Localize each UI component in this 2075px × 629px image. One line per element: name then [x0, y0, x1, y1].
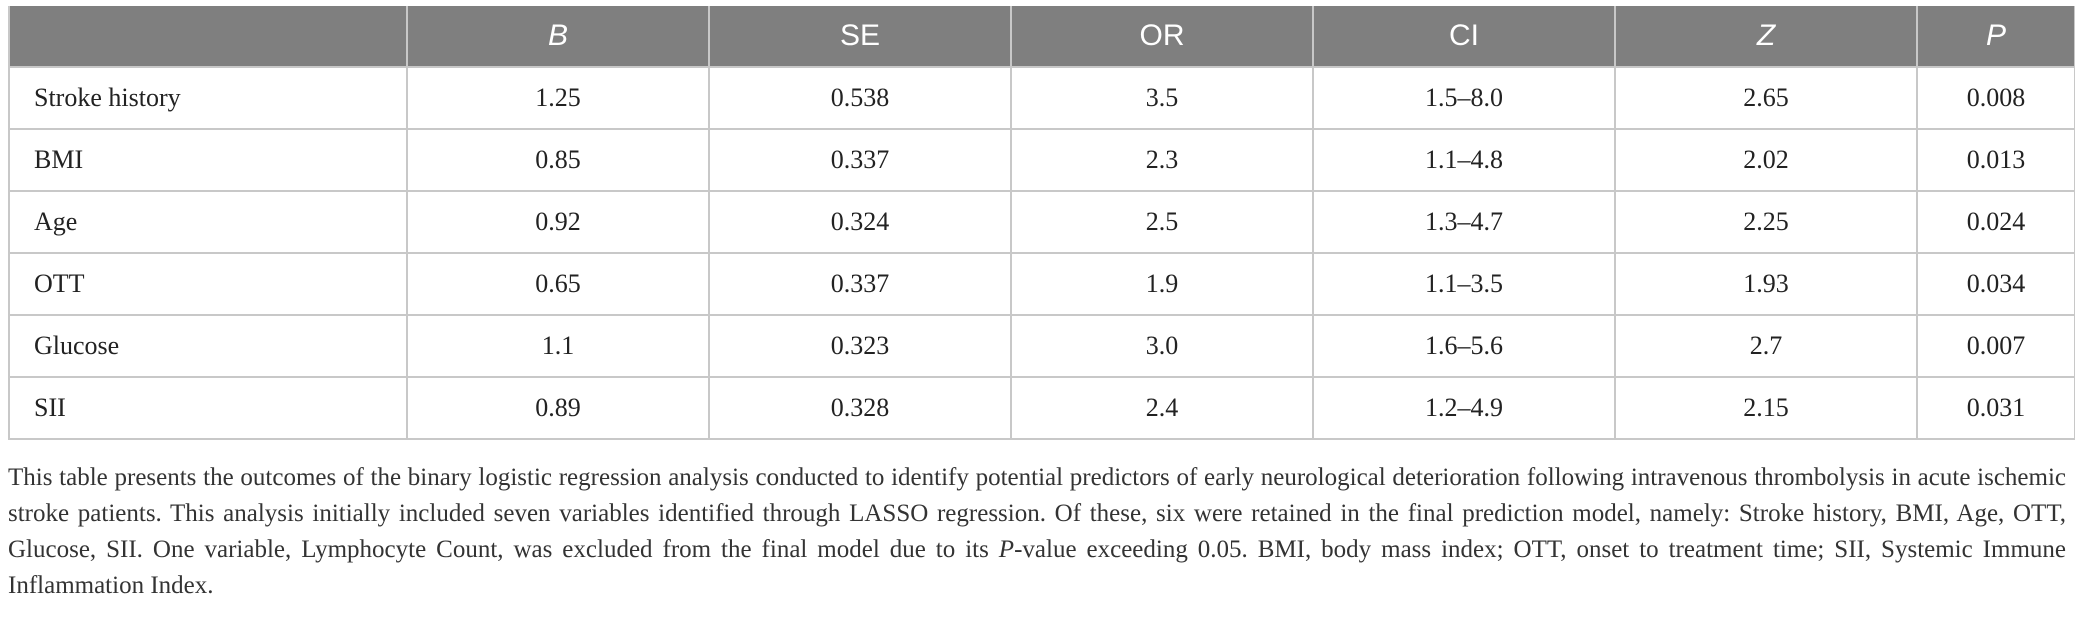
cell-or: 2.5	[1010, 190, 1314, 254]
regression-table: B SE OR CI Z P Stroke history 1.25 0.538…	[8, 6, 2075, 440]
header-or: OR	[1010, 6, 1314, 67]
cell-b: 0.92	[406, 190, 710, 254]
cell-z: 1.93	[1614, 252, 1918, 316]
cell-p: 0.007	[1916, 314, 2075, 378]
cell-se: 0.337	[708, 128, 1012, 192]
cell-se: 0.328	[708, 376, 1012, 440]
cell-variable: Age	[8, 190, 408, 254]
cell-z: 2.02	[1614, 128, 1918, 192]
table-row: Glucose 1.1 0.323 3.0 1.6–5.6 2.7 0.007	[8, 314, 2075, 378]
header-variable	[8, 6, 408, 67]
cell-p: 0.013	[1916, 128, 2075, 192]
cell-z: 2.25	[1614, 190, 1918, 254]
cell-b: 0.65	[406, 252, 710, 316]
cell-b: 0.85	[406, 128, 710, 192]
cell-variable: SII	[8, 376, 408, 440]
cell-variable: Stroke history	[8, 66, 408, 130]
cell-variable: BMI	[8, 128, 408, 192]
table-row: BMI 0.85 0.337 2.3 1.1–4.8 2.02 0.013	[8, 128, 2075, 192]
table-row: OTT 0.65 0.337 1.9 1.1–3.5 1.93 0.034	[8, 252, 2075, 316]
table-row: Age 0.92 0.324 2.5 1.3–4.7 2.25 0.024	[8, 190, 2075, 254]
cell-or: 2.4	[1010, 376, 1314, 440]
cell-variable: OTT	[8, 252, 408, 316]
cell-b: 1.25	[406, 66, 710, 130]
table-row: SII 0.89 0.328 2.4 1.2–4.9 2.15 0.031	[8, 376, 2075, 440]
page: B SE OR CI Z P Stroke history 1.25 0.538…	[8, 6, 2075, 629]
cell-b: 0.89	[406, 376, 710, 440]
cell-p: 0.034	[1916, 252, 2075, 316]
header-z: Z	[1614, 6, 1918, 67]
cell-ci: 1.5–8.0	[1312, 66, 1616, 130]
cell-se: 0.324	[708, 190, 1012, 254]
header-row: B SE OR CI Z P	[8, 6, 2075, 67]
cell-se: 0.538	[708, 66, 1012, 130]
cell-p: 0.008	[1916, 66, 2075, 130]
cell-or: 1.9	[1010, 252, 1314, 316]
cell-ci: 1.1–3.5	[1312, 252, 1616, 316]
cell-z: 2.7	[1614, 314, 1918, 378]
cell-b: 1.1	[406, 314, 710, 378]
footnote-text-end: -value exceeding 0.05. BMI, body mass in…	[8, 536, 2066, 599]
table-row: Stroke history 1.25 0.538 3.5 1.5–8.0 2.…	[8, 66, 2075, 130]
table-footnote: This table presents the outcomes of the …	[8, 460, 2066, 604]
header-se: SE	[708, 6, 1012, 67]
cell-ci: 1.6–5.6	[1312, 314, 1616, 378]
footnote-p-italic: P	[998, 536, 1015, 563]
cell-z: 2.65	[1614, 66, 1918, 130]
cell-se: 0.337	[708, 252, 1012, 316]
cell-ci: 1.2–4.9	[1312, 376, 1616, 440]
cell-or: 3.5	[1010, 66, 1314, 130]
header-ci: CI	[1312, 6, 1616, 67]
header-p: P	[1916, 6, 2075, 67]
cell-ci: 1.1–4.8	[1312, 128, 1616, 192]
cell-p: 0.031	[1916, 376, 2075, 440]
header-b: B	[406, 6, 710, 67]
footnote-text-start: This table presents the outcomes of the …	[8, 464, 2066, 563]
cell-or: 2.3	[1010, 128, 1314, 192]
cell-se: 0.323	[708, 314, 1012, 378]
cell-variable: Glucose	[8, 314, 408, 378]
cell-p: 0.024	[1916, 190, 2075, 254]
cell-ci: 1.3–4.7	[1312, 190, 1616, 254]
cell-z: 2.15	[1614, 376, 1918, 440]
cell-or: 3.0	[1010, 314, 1314, 378]
